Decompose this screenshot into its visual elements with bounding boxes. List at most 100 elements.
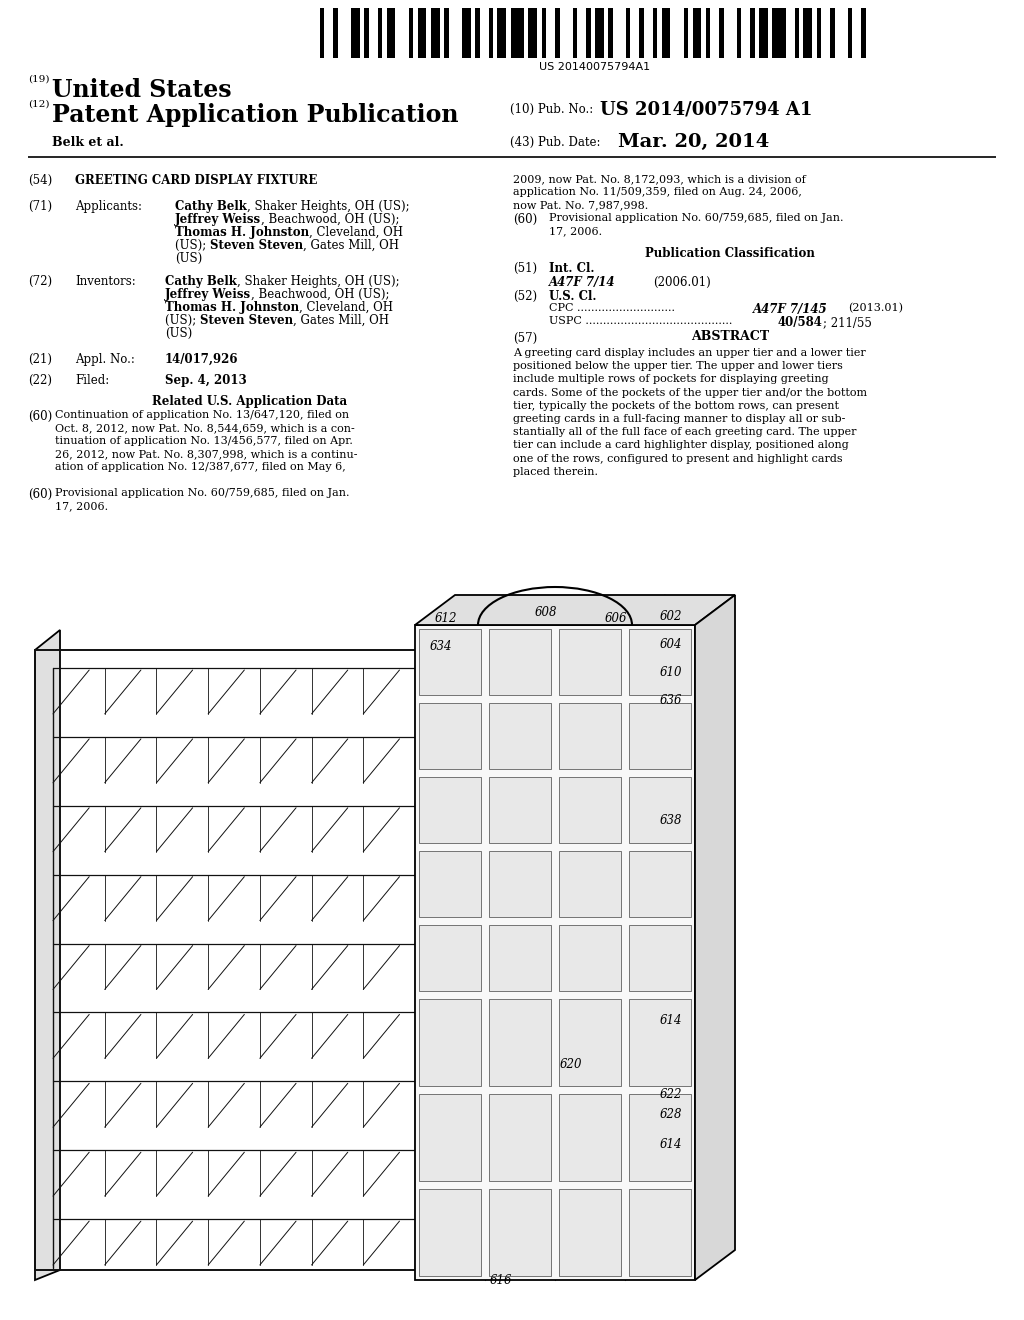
Text: (12): (12) [28, 100, 49, 110]
Bar [629, 925, 691, 991]
Text: Steven Steven: Steven Steven [200, 314, 293, 327]
Bar [559, 999, 621, 1086]
Text: 14/017,926: 14/017,926 [165, 352, 239, 366]
Text: ABSTRACT: ABSTRACT [691, 330, 769, 343]
Bar [830, 8, 835, 58]
Text: 622: 622 [660, 1089, 683, 1101]
Bar [419, 704, 481, 770]
Polygon shape [35, 630, 60, 1280]
Bar [511, 8, 524, 58]
Bar [489, 999, 551, 1086]
Bar [629, 704, 691, 770]
Text: , Cleveland, OH: , Cleveland, OH [299, 301, 393, 314]
Bar [629, 999, 691, 1086]
Text: , Beachwood, OH (US);: , Beachwood, OH (US); [261, 213, 399, 226]
Bar [489, 630, 551, 696]
Polygon shape [415, 595, 735, 624]
Text: Jeffrey Weiss: Jeffrey Weiss [165, 288, 251, 301]
Text: Belk et al.: Belk et al. [52, 136, 124, 149]
Bar [817, 8, 821, 58]
Bar [559, 630, 621, 696]
Bar [719, 8, 724, 58]
Text: CPC ............................: CPC ............................ [549, 304, 675, 313]
Text: Provisional application No. 60/759,685, filed on Jan.: Provisional application No. 60/759,685, … [549, 213, 844, 223]
Text: Patent Application Publication: Patent Application Publication [52, 103, 459, 127]
Bar [848, 8, 852, 58]
Bar [489, 1094, 551, 1181]
Text: Continuation of application No. 13/647,120, filed on
Oct. 8, 2012, now Pat. No. : Continuation of application No. 13/647,1… [55, 411, 357, 473]
Text: 614: 614 [660, 1014, 683, 1027]
Text: 604: 604 [660, 639, 683, 652]
Bar [419, 1094, 481, 1181]
Text: (51): (51) [513, 261, 538, 275]
Polygon shape [695, 595, 735, 1280]
Bar [572, 8, 578, 58]
Bar [684, 8, 688, 58]
Text: USPC ..........................................: USPC ...................................… [549, 315, 732, 326]
Text: 612: 612 [435, 611, 458, 624]
Text: (60): (60) [513, 213, 538, 226]
Text: U.S. Cl.: U.S. Cl. [549, 290, 597, 304]
Bar [559, 925, 621, 991]
Text: Int. Cl.: Int. Cl. [549, 261, 595, 275]
Text: (54): (54) [28, 174, 52, 187]
Bar [595, 8, 604, 58]
Bar [431, 8, 439, 58]
Text: now Pat. No. 7,987,998.: now Pat. No. 7,987,998. [513, 201, 648, 210]
Polygon shape [415, 624, 695, 1280]
Text: US 20140075794A1: US 20140075794A1 [540, 62, 650, 73]
Text: Mar. 20, 2014: Mar. 20, 2014 [618, 133, 769, 150]
Bar [419, 1189, 481, 1276]
Text: 606: 606 [605, 611, 628, 624]
Text: (2006.01): (2006.01) [653, 276, 711, 289]
Text: (10) Pub. No.:: (10) Pub. No.: [510, 103, 593, 116]
Bar [419, 999, 481, 1086]
Bar [559, 1189, 621, 1276]
Text: A greeting card display includes an upper tier and a lower tier
positioned below: A greeting card display includes an uppe… [513, 348, 867, 477]
Text: (US): (US) [165, 327, 193, 341]
Bar [586, 8, 591, 58]
Text: Appl. No.:: Appl. No.: [75, 352, 135, 366]
Bar [759, 8, 768, 58]
Text: Cathy Belk: Cathy Belk [175, 201, 247, 213]
Bar [419, 925, 481, 991]
Text: 614: 614 [660, 1138, 683, 1151]
Bar [419, 851, 481, 917]
Text: Applicants:: Applicants: [75, 201, 142, 213]
Text: Thomas H. Johnston: Thomas H. Johnston [165, 301, 299, 314]
Bar [692, 8, 701, 58]
Text: Cathy Belk: Cathy Belk [165, 275, 237, 288]
Text: (US);: (US); [175, 239, 210, 252]
Bar [489, 1189, 551, 1276]
Bar [542, 8, 546, 58]
Bar [662, 8, 671, 58]
Bar [559, 1094, 621, 1181]
Text: Provisional application No. 60/759,685, filed on Jan.
17, 2006.: Provisional application No. 60/759,685, … [55, 488, 349, 511]
Text: 40/584: 40/584 [778, 315, 823, 329]
Bar [378, 8, 382, 58]
Text: (US);: (US); [165, 314, 200, 327]
Bar [751, 8, 755, 58]
Bar [386, 8, 395, 58]
Bar [626, 8, 631, 58]
Text: A47F 7/145: A47F 7/145 [753, 304, 827, 315]
Text: 620: 620 [560, 1059, 583, 1072]
Bar [559, 851, 621, 917]
Text: , Gates Mill, OH: , Gates Mill, OH [293, 314, 389, 327]
Bar [475, 8, 479, 58]
Text: 608: 608 [535, 606, 557, 619]
Text: 638: 638 [660, 813, 683, 826]
Text: 628: 628 [660, 1109, 683, 1122]
Bar [418, 8, 426, 58]
Bar [629, 1094, 691, 1181]
Bar [555, 8, 559, 58]
Text: , Shaker Heights, OH (US);: , Shaker Heights, OH (US); [247, 201, 410, 213]
Text: , Shaker Heights, OH (US);: , Shaker Heights, OH (US); [237, 275, 399, 288]
Text: Publication Classification: Publication Classification [645, 247, 815, 260]
Text: , Beachwood, OH (US);: , Beachwood, OH (US); [251, 288, 389, 301]
Text: ; 211/55: ; 211/55 [823, 315, 871, 329]
Bar [559, 777, 621, 843]
Bar [419, 777, 481, 843]
Bar [772, 8, 785, 58]
Text: 616: 616 [490, 1274, 512, 1287]
